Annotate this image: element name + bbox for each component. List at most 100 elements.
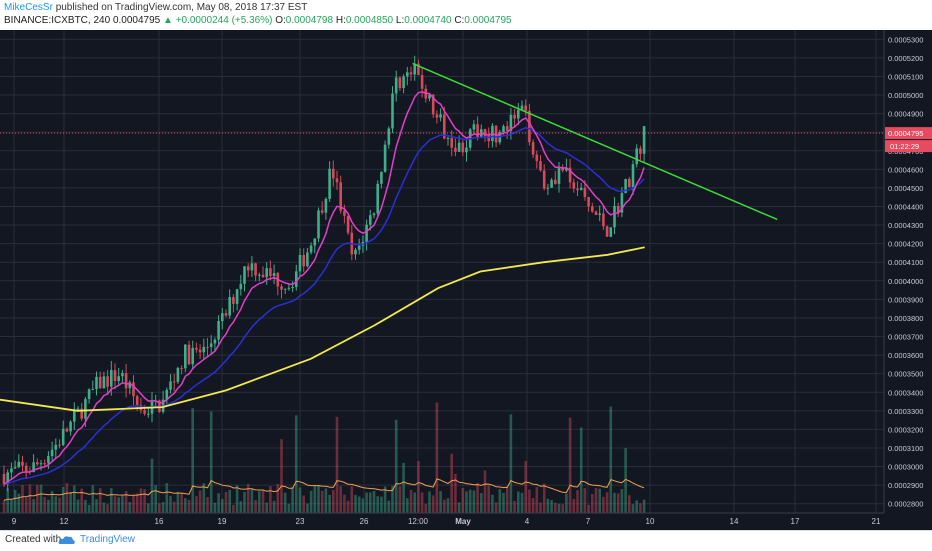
volume-bar [32,498,35,513]
candle-body [165,389,169,400]
volume-bar [147,503,150,513]
candle-body [394,77,398,94]
candle-body [502,126,505,133]
volume-bar [73,485,76,513]
volume-bar [616,493,620,513]
chart-area[interactable]: 0.0005300 0.0005200 0.0005100 0.0005000 0.00… [0,30,932,530]
volume-bar [213,502,217,513]
candle-body [487,135,490,142]
price-axis-bg [884,30,932,530]
candle-body [143,410,146,414]
candle-body [224,313,228,316]
candle-body [339,182,342,211]
volume-bar [176,491,180,513]
volume-bar [87,504,91,513]
volume-bar [550,500,553,513]
volume-bar [283,492,287,513]
grid-lines [0,30,884,513]
author-link[interactable]: MikeCesSr [4,2,53,13]
volume-bar [91,485,95,513]
volume-bars [2,402,646,513]
price-tick-label: 0.0004200 [888,240,923,249]
volume-bar [50,491,54,513]
candle-body [254,263,257,276]
price-tick-label: 0.0003100 [888,444,923,453]
volume-bar [61,486,65,513]
candle-body [472,124,476,130]
candle-body [324,198,328,213]
high-value: 0.0004850 [345,15,394,26]
candle-body [213,339,217,344]
candle-body [639,148,642,154]
price-axis[interactable]: 0.0005300 0.0005200 0.0005100 0.0005000 0.00… [883,30,932,530]
candle-body [557,167,561,184]
price-tick-label: 0.0002900 [888,481,923,490]
volume-bar [76,499,80,513]
candle-body [95,376,98,390]
volume-bar [113,496,117,513]
volume-bar [631,504,635,513]
volume-bar [380,496,383,513]
candle-body [391,93,394,129]
volume-bar [291,487,294,513]
volume-bar [239,501,243,513]
candle-body [387,128,391,145]
volume-bar [265,502,268,513]
candle-body [209,343,213,347]
volume-bar [454,473,457,513]
price-tick-label: 0.0004400 [888,202,923,211]
volume-bar [261,489,265,513]
price-tick-label: 0.0003900 [888,295,923,304]
symbol-info: BINANCE:ICXBTC, 240 0.0004795 ▲ +0.00002… [4,15,512,26]
volume-bar [350,486,354,513]
trendline[interactable] [412,62,778,221]
candle-body [265,268,268,278]
price-chart[interactable]: 0.0005300 0.0005200 0.0005100 0.0005000 0.00… [0,30,932,530]
candle-body [287,287,291,289]
time-tick-label: 26 [360,517,369,526]
candle-body [135,396,139,405]
candle-body [520,105,524,110]
volume-bar [639,503,642,513]
up-arrow-icon: ▲ [163,15,173,26]
candle-body [428,94,431,99]
chart-background [0,30,932,530]
volume-bar [613,492,616,513]
volume-bar [402,462,405,513]
volume-bar [509,414,513,513]
candle-body [239,283,243,290]
candle-body [605,226,609,237]
candle-body [513,114,516,119]
candle-body [461,142,465,153]
last-price-tag [885,127,932,140]
volume-bar [21,484,24,513]
candle-body [47,456,50,464]
volume-bar [480,493,483,513]
volume-bar [505,486,509,513]
volume-bar [306,503,309,513]
candle-body [21,461,24,466]
volume-bar [513,500,516,513]
candle-body [106,376,109,387]
candle-body [302,255,305,267]
time-tick-label: 10 [646,517,655,526]
time-axis[interactable]: 9 12 16 19 23 26 12:00 May 4 7 10 14 17 21 [0,512,932,530]
volume-bar [398,486,402,513]
volume-bar [269,485,272,513]
volume-bar [498,489,502,513]
volume-bar [335,416,339,513]
time-tick-label: 19 [218,517,227,526]
volume-bar [124,491,128,513]
candle-body [121,373,124,377]
tradingview-brand[interactable]: TradingView [80,534,136,545]
candle-body [191,347,194,365]
volume-bar [450,453,453,513]
candle-body [298,255,302,272]
volume-bar [246,483,250,513]
price-tick-label: 0.0003600 [888,351,923,360]
candle-body [10,468,13,473]
volume-bar [39,484,43,513]
volume-bar [84,499,87,513]
symbol-label: BINANCE:ICXBTC, 240 [4,15,111,26]
candle-body [613,205,616,228]
